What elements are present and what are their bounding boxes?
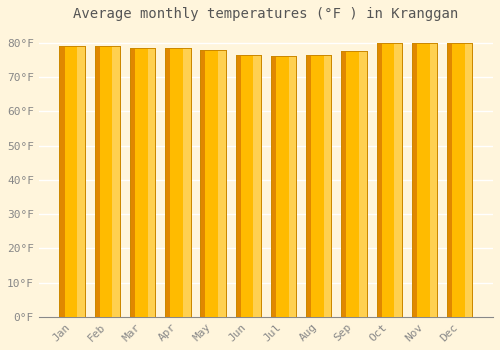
Bar bbox=[271, 56, 296, 317]
Bar bbox=[430, 43, 437, 317]
Bar bbox=[306, 55, 311, 317]
Bar bbox=[236, 55, 240, 317]
Bar bbox=[77, 46, 85, 317]
Bar bbox=[200, 50, 226, 317]
Bar bbox=[324, 55, 332, 317]
Title: Average monthly temperatures (°F ) in Kranggan: Average monthly temperatures (°F ) in Kr… bbox=[74, 7, 458, 21]
Bar bbox=[412, 43, 417, 317]
Bar bbox=[165, 48, 170, 317]
Bar bbox=[412, 43, 437, 317]
Bar bbox=[376, 43, 402, 317]
Bar bbox=[342, 51, 346, 317]
Bar bbox=[465, 43, 472, 317]
Bar bbox=[342, 51, 366, 317]
Bar bbox=[165, 48, 190, 317]
Bar bbox=[447, 43, 472, 317]
Bar bbox=[288, 56, 296, 317]
Bar bbox=[60, 46, 64, 317]
Bar bbox=[306, 55, 332, 317]
Bar bbox=[94, 46, 120, 317]
Bar bbox=[218, 50, 226, 317]
Bar bbox=[94, 46, 100, 317]
Bar bbox=[376, 43, 402, 317]
Bar bbox=[394, 43, 402, 317]
Bar bbox=[236, 55, 261, 317]
Bar bbox=[112, 46, 120, 317]
Bar bbox=[130, 48, 135, 317]
Bar bbox=[183, 48, 190, 317]
Bar bbox=[412, 43, 437, 317]
Bar bbox=[271, 56, 276, 317]
Bar bbox=[200, 50, 205, 317]
Bar bbox=[200, 50, 226, 317]
Bar bbox=[447, 43, 472, 317]
Bar bbox=[165, 48, 190, 317]
Bar bbox=[447, 43, 452, 317]
Bar bbox=[236, 55, 261, 317]
Bar bbox=[376, 43, 382, 317]
Bar bbox=[342, 51, 366, 317]
Bar bbox=[60, 46, 85, 317]
Bar bbox=[359, 51, 366, 317]
Bar bbox=[60, 46, 85, 317]
Bar bbox=[254, 55, 261, 317]
Bar bbox=[94, 46, 120, 317]
Bar bbox=[130, 48, 156, 317]
Bar bbox=[271, 56, 296, 317]
Bar bbox=[306, 55, 332, 317]
Bar bbox=[130, 48, 156, 317]
Bar bbox=[148, 48, 156, 317]
